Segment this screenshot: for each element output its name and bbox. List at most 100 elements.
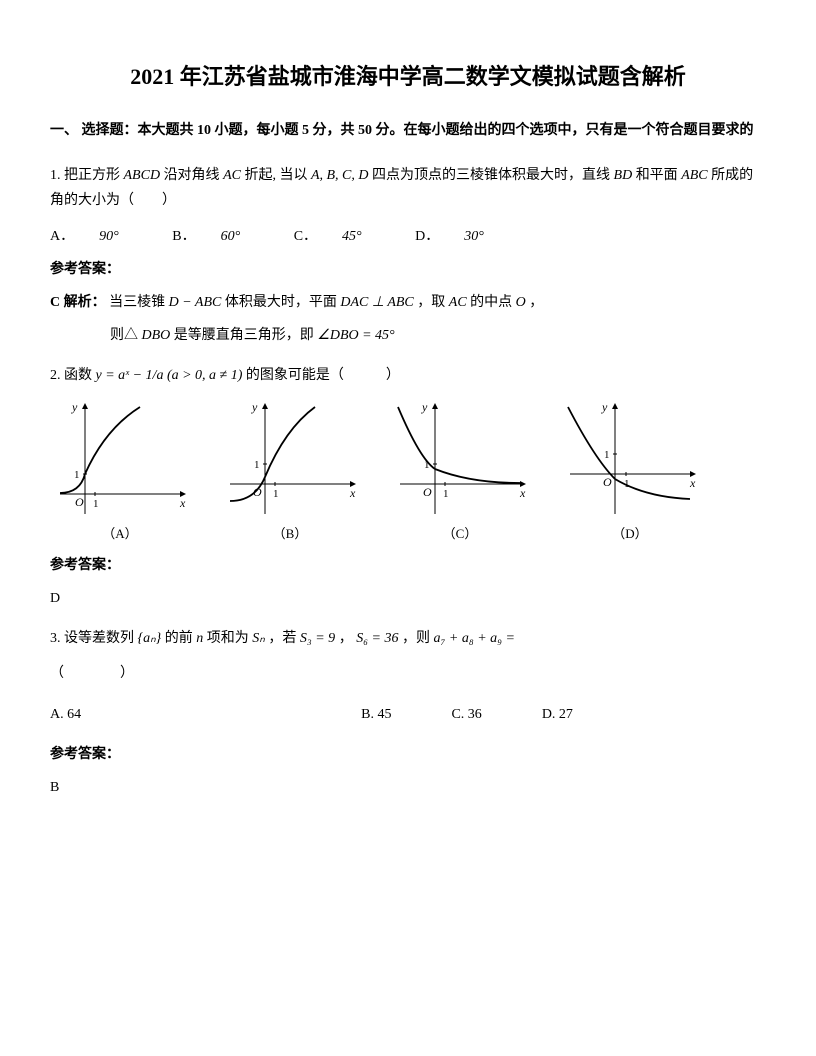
q3-s3: S₃ = 9 [300, 631, 335, 646]
q1-text: 和平面 [636, 168, 682, 183]
graph-a-label: （A） [50, 522, 190, 545]
svg-text:x: x [349, 486, 356, 500]
svg-text:1: 1 [254, 459, 260, 471]
opt-label: C． [294, 229, 317, 244]
q1-abcd-pts: A, B, C, D [311, 168, 369, 183]
q3-text: 3. 设等差数列 [50, 631, 138, 646]
q1-options: A． 90° B． 60° C． 45° D． 30° [50, 224, 766, 249]
q1-opt-c: C． 45° [294, 229, 387, 244]
svg-text:O: O [75, 495, 84, 509]
question-1: 1. 把正方形 ABCD 沿对角线 AC 折起, 当以 A, B, C, D 四… [50, 163, 766, 213]
q1-ac: AC [223, 168, 241, 183]
q3-s6: S₆ = 36 [356, 631, 398, 646]
svg-text:1: 1 [93, 498, 99, 510]
opt-val: 30° [464, 229, 484, 244]
q1-opt-a: A． 90° [50, 229, 144, 244]
q3-opt-d: D. 27 [542, 702, 573, 727]
q1-ac2: AC [449, 295, 467, 310]
q1-answer-label: 参考答案： [50, 257, 766, 282]
graph-d-label: （D） [560, 522, 700, 545]
question-3: 3. 设等差数列 {aₙ} 的前 n 项和为 Sₙ ，若 S₃ = 9 ， S₆… [50, 626, 766, 651]
q1-bd: BD [614, 168, 633, 183]
q1-exp-text: 的中点 [470, 295, 516, 310]
q3-options: A. 64 B. 45 C. 36 D. 27 [50, 702, 766, 727]
svg-text:O: O [423, 485, 432, 499]
page-title: 2021 年江苏省盐城市淮海中学高二数学文模拟试题含解析 [50, 60, 766, 93]
q3-text: ，则 [402, 631, 434, 646]
q3-blank: （ ） [50, 661, 766, 686]
q1-o: O [516, 295, 526, 310]
q1-exp-text: 体积最大时，平面 [225, 295, 341, 310]
q3-opt-b: B. 45 [361, 702, 391, 727]
svg-text:y: y [71, 400, 78, 414]
q2-graph-b: x y O 1 1 （B） [220, 399, 360, 545]
q1-abcd: ABCD [124, 168, 161, 183]
graph-b-label: （B） [220, 522, 360, 545]
q2-graphs: x y O 1 1 （A） x y O 1 1 [50, 399, 766, 545]
q1-dac-perp: DAC ⊥ ABC [340, 295, 413, 310]
q3-text: ，若 [268, 631, 300, 646]
q1-exp-text: 当三棱锥 [109, 295, 169, 310]
q1-text: 沿对角线 [164, 168, 224, 183]
svg-text:y: y [421, 400, 428, 414]
q3-n: n [196, 631, 203, 646]
q2-graph-d: x y O 1 1 （D） [560, 399, 700, 545]
question-2: 2. 函数 y = aˣ − 1/a (a > 0, a ≠ 1) 的图象可能是… [50, 363, 766, 388]
svg-text:1: 1 [604, 449, 610, 461]
q1-angle-eq: ∠DBO = 45° [317, 328, 394, 343]
opt-val: 45° [342, 229, 362, 244]
opt-label: B． [172, 229, 195, 244]
q2-answer: D [50, 586, 766, 611]
q1-explanation-line2: 则△ DBO 是等腰直角三角形，即 ∠DBO = 45° [110, 323, 766, 348]
q3-sn: Sₙ [252, 631, 265, 646]
q1-opt-b: B． 60° [172, 229, 265, 244]
svg-text:y: y [251, 400, 258, 414]
opt-label: D． [415, 229, 439, 244]
svg-text:x: x [179, 496, 186, 510]
q2-graph-c: x y O 1 1 （C） [390, 399, 530, 545]
q3-answer-label: 参考答案： [50, 742, 766, 767]
svg-text:x: x [689, 476, 696, 490]
graph-b-svg: x y O 1 1 [220, 399, 360, 519]
opt-val: 90° [99, 229, 119, 244]
q1-abc: ABC [681, 168, 707, 183]
q1-dabc: D − ABC [169, 295, 222, 310]
q3-an: {aₙ} [138, 631, 162, 646]
svg-text:x: x [519, 486, 526, 500]
svg-text:1: 1 [443, 488, 449, 500]
q3-text: 项和为 [207, 631, 253, 646]
q1-text: 四点为顶点的三棱锥体积最大时，直线 [372, 168, 614, 183]
q1-dbo: DBO [142, 328, 171, 343]
opt-val: 60° [221, 229, 241, 244]
q1-opt-d: D． 30° [415, 229, 509, 244]
q3-opt-c: C. 36 [451, 702, 481, 727]
graph-c-label: （C） [390, 522, 530, 545]
svg-text:O: O [603, 475, 612, 489]
q3-text: 的前 [165, 631, 197, 646]
graph-d-svg: x y O 1 1 [560, 399, 700, 519]
q3-text: ， [339, 631, 353, 646]
graph-a-svg: x y O 1 1 [50, 399, 190, 519]
q3-opt-a: A. 64 [50, 702, 81, 727]
svg-text:y: y [601, 400, 608, 414]
q1-ans-prefix: C 解析： [50, 295, 106, 310]
q1-exp-text: ，取 [417, 295, 449, 310]
q1-explanation-line1: C 解析： 当三棱锥 D − ABC 体积最大时，平面 DAC ⊥ ABC ，取… [50, 290, 766, 315]
q3-answer: B [50, 775, 766, 800]
opt-label: A． [50, 229, 74, 244]
q1-text: 1. 把正方形 [50, 168, 124, 183]
svg-text:1: 1 [273, 488, 279, 500]
section-heading: 一、 选择题：本大题共 10 小题，每小题 5 分，共 50 分。在每小题给出的… [50, 118, 766, 143]
q2-answer-label: 参考答案： [50, 553, 766, 578]
q1-exp-text: 是等腰直角三角形，即 [174, 328, 318, 343]
q2-text: 2. 函数 [50, 368, 96, 383]
q3-a789: a₇ + a₈ + a₉ = [434, 631, 515, 646]
q1-exp-text: 则△ [110, 328, 142, 343]
q2-graph-a: x y O 1 1 （A） [50, 399, 190, 545]
q1-exp-text: ， [529, 295, 543, 310]
graph-c-svg: x y O 1 1 [390, 399, 530, 519]
q2-formula: y = aˣ − 1/a (a > 0, a ≠ 1) [96, 368, 243, 383]
q1-text: 折起, 当以 [244, 168, 311, 183]
q2-text: 的图象可能是（ ） [246, 368, 400, 383]
svg-text:1: 1 [74, 469, 80, 481]
